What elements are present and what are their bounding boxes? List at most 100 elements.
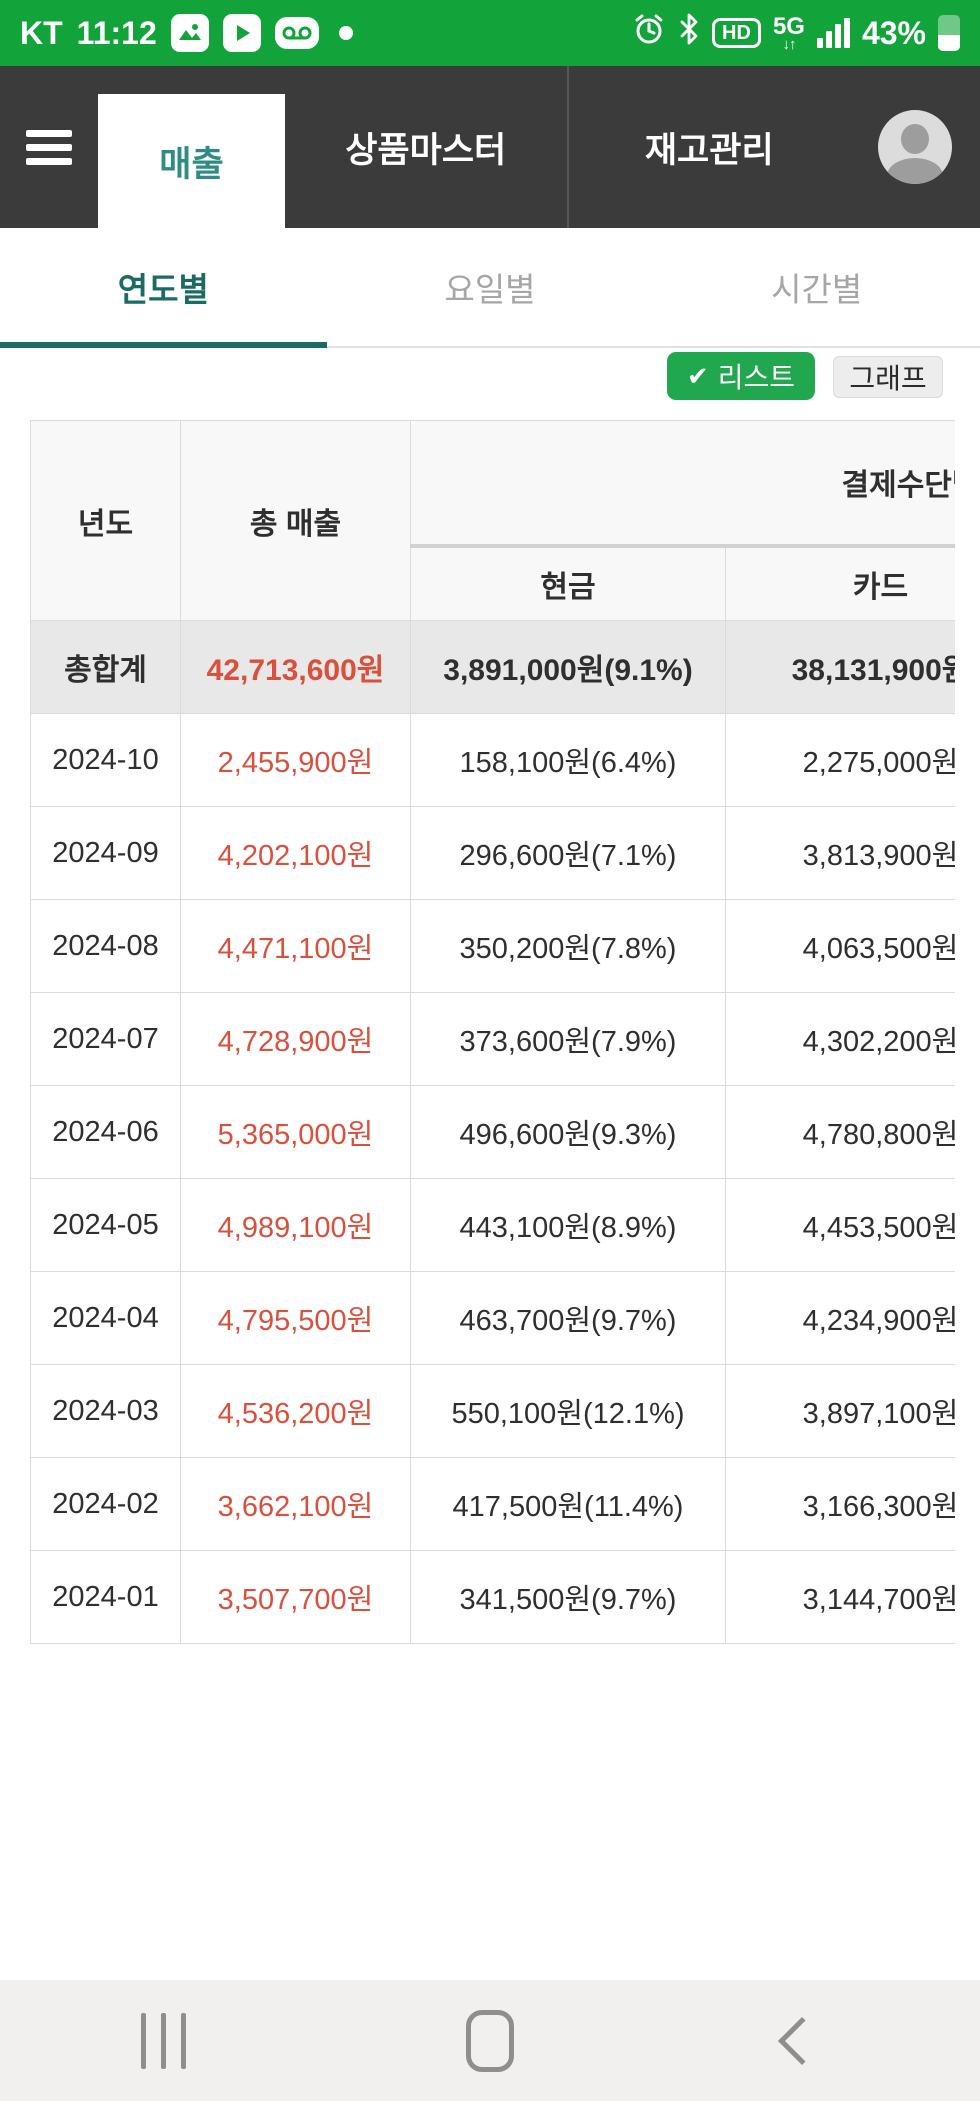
total-label: 총합계 [30,620,181,714]
view-toggle: ✔ 리스트 그래프 [0,348,980,420]
total-cell: 4,989,100원 [180,1178,411,1272]
back-button[interactable] [653,2016,980,2065]
cash-cell: 296,600원(7.1%) [410,806,726,900]
carrier-label: KT [20,14,63,51]
table-row: 2024-05 4,989,100원 443,100원(8.9%) 4,453,… [30,1178,955,1272]
total-card-value: 38,131,900원 [725,620,955,714]
nav-tab-sales[interactable]: 매출 [98,94,285,228]
grand-total-row: 총합계 42,713,600원 3,891,000원(9.1%) 38,131,… [30,620,955,714]
5g-icon: 5G ↓↑ [772,12,805,53]
active-tab-underline [0,342,327,348]
cash-cell: 158,100원(6.4%) [410,713,726,807]
alarm-icon [632,12,666,54]
total-cell: 5,365,000원 [180,1085,411,1179]
bluetooth-icon [678,13,700,53]
gallery-icon [170,14,209,52]
card-cell: 4,302,200원 [725,992,955,1086]
card-cell: 3,144,700원 [725,1550,955,1644]
table-row: 2024-08 4,471,100원 350,200원(7.8%) 4,063,… [30,899,955,993]
status-bar: KT 11:12 HD 5G ↓↑ 43% [0,0,980,66]
year-cell: 2024-09 [30,806,181,900]
top-nav: 매출 상품마스터 재고관리 [0,66,980,228]
total-cell: 4,728,900원 [180,992,411,1086]
tab-weekday[interactable]: 요일별 [327,228,654,346]
hamburger-icon [26,123,72,172]
total-cell: 4,795,500원 [180,1271,411,1365]
sales-table-viewport[interactable]: 년도 총 매출 결제수단별 현금 카드 총합계 42,713,600원 3,89… [30,420,955,1655]
table-row: 2024-10 2,455,900원 158,100원(6.4%) 2,275,… [30,713,955,807]
cash-cell: 417,500원(11.4%) [410,1457,726,1551]
cash-cell: 350,200원(7.8%) [410,899,726,993]
col-header-card: 카드 [725,545,955,621]
voicemail-icon [274,17,319,49]
menu-button[interactable] [0,66,98,228]
cash-cell: 373,600원(7.9%) [410,992,726,1086]
avatar [878,110,952,184]
table-row: 2024-04 4,795,500원 463,700원(9.7%) 4,234,… [30,1271,955,1365]
nav-tab-label: 재고관리 [644,130,774,170]
nav-tab-inventory[interactable]: 재고관리 [569,66,851,228]
recents-button[interactable] [0,2012,327,2069]
year-cell: 2024-02 [30,1457,181,1551]
year-cell: 2024-05 [30,1178,181,1272]
nav-tab-label: 상품마스터 [345,130,507,170]
list-view-button[interactable]: ✔ 리스트 [667,352,815,400]
recents-icon [140,2012,186,2069]
cash-cell: 443,100원(8.9%) [410,1178,726,1272]
col-header-payment-group: 결제수단별 [409,420,955,548]
graph-view-button[interactable]: 그래프 [833,356,943,398]
sub-tabs: 연도별 요일별 시간별 [0,228,980,348]
col-header-cash: 현금 [410,545,726,621]
bottom-nav [0,1980,980,2101]
cash-cell: 550,100원(12.1%) [410,1364,726,1458]
table-row: 2024-07 4,728,900원 373,600원(7.9%) 4,302,… [30,992,955,1086]
signal-icon [816,18,850,48]
total-cell: 4,536,200원 [180,1364,411,1458]
cash-cell: 341,500원(9.7%) [410,1550,726,1644]
card-cell: 3,166,300원 [725,1457,955,1551]
total-cell: 3,507,700원 [180,1550,411,1644]
card-cell: 3,813,900원 [725,806,955,900]
year-cell: 2024-03 [30,1364,181,1458]
table-row: 2024-01 3,507,700원 341,500원(9.7%) 3,144,… [30,1550,955,1644]
notification-dot [338,26,353,40]
card-cell: 4,234,900원 [725,1271,955,1365]
year-cell: 2024-06 [30,1085,181,1179]
card-cell: 4,063,500원 [725,899,955,993]
tab-hourly[interactable]: 시간별 [653,228,980,346]
cash-cell: 463,700원(9.7%) [410,1271,726,1365]
col-header-total-sales: 총 매출 [180,420,411,621]
tab-label: 시간별 [771,271,863,308]
total-cell: 2,455,900원 [180,713,411,807]
tab-yearly[interactable]: 연도별 [0,228,327,346]
col-header-year: 년도 [30,420,181,621]
year-cell: 2024-07 [30,992,181,1086]
table-row: 2024-02 3,662,100원 417,500원(11.4%) 3,166… [30,1457,955,1551]
hd-icon: HD [712,18,761,48]
total-cash-value: 3,891,000원(9.1%) [410,620,726,714]
total-cell: 4,471,100원 [180,899,411,993]
total-sales-value: 42,713,600원 [180,620,411,714]
year-cell: 2024-08 [30,899,181,993]
battery-icon [938,15,960,51]
table-row: 2024-06 5,365,000원 496,600원(9.3%) 4,780,… [30,1085,955,1179]
year-cell: 2024-10 [30,713,181,807]
card-cell: 2,275,000원 [725,713,955,807]
cash-cell: 496,600원(9.3%) [410,1085,726,1179]
card-cell: 3,897,100원 [725,1364,955,1458]
nav-tab-product-master[interactable]: 상품마스터 [285,66,567,228]
table-row: 2024-03 4,536,200원 550,100원(12.1%) 3,897… [30,1364,955,1458]
play-icon [222,14,261,52]
year-cell: 2024-04 [30,1271,181,1365]
home-button[interactable] [327,2009,654,2072]
tab-label: 연도별 [117,271,209,308]
check-icon: ✔ [686,360,709,391]
home-icon [466,2009,514,2072]
profile-button[interactable] [850,66,980,228]
tab-label: 요일별 [444,271,536,308]
total-cell: 4,202,100원 [180,806,411,900]
nav-tab-label: 매출 [159,144,224,184]
table-row: 2024-09 4,202,100원 296,600원(7.1%) 3,813,… [30,806,955,900]
card-cell: 4,453,500원 [725,1178,955,1272]
total-cell: 3,662,100원 [180,1457,411,1551]
